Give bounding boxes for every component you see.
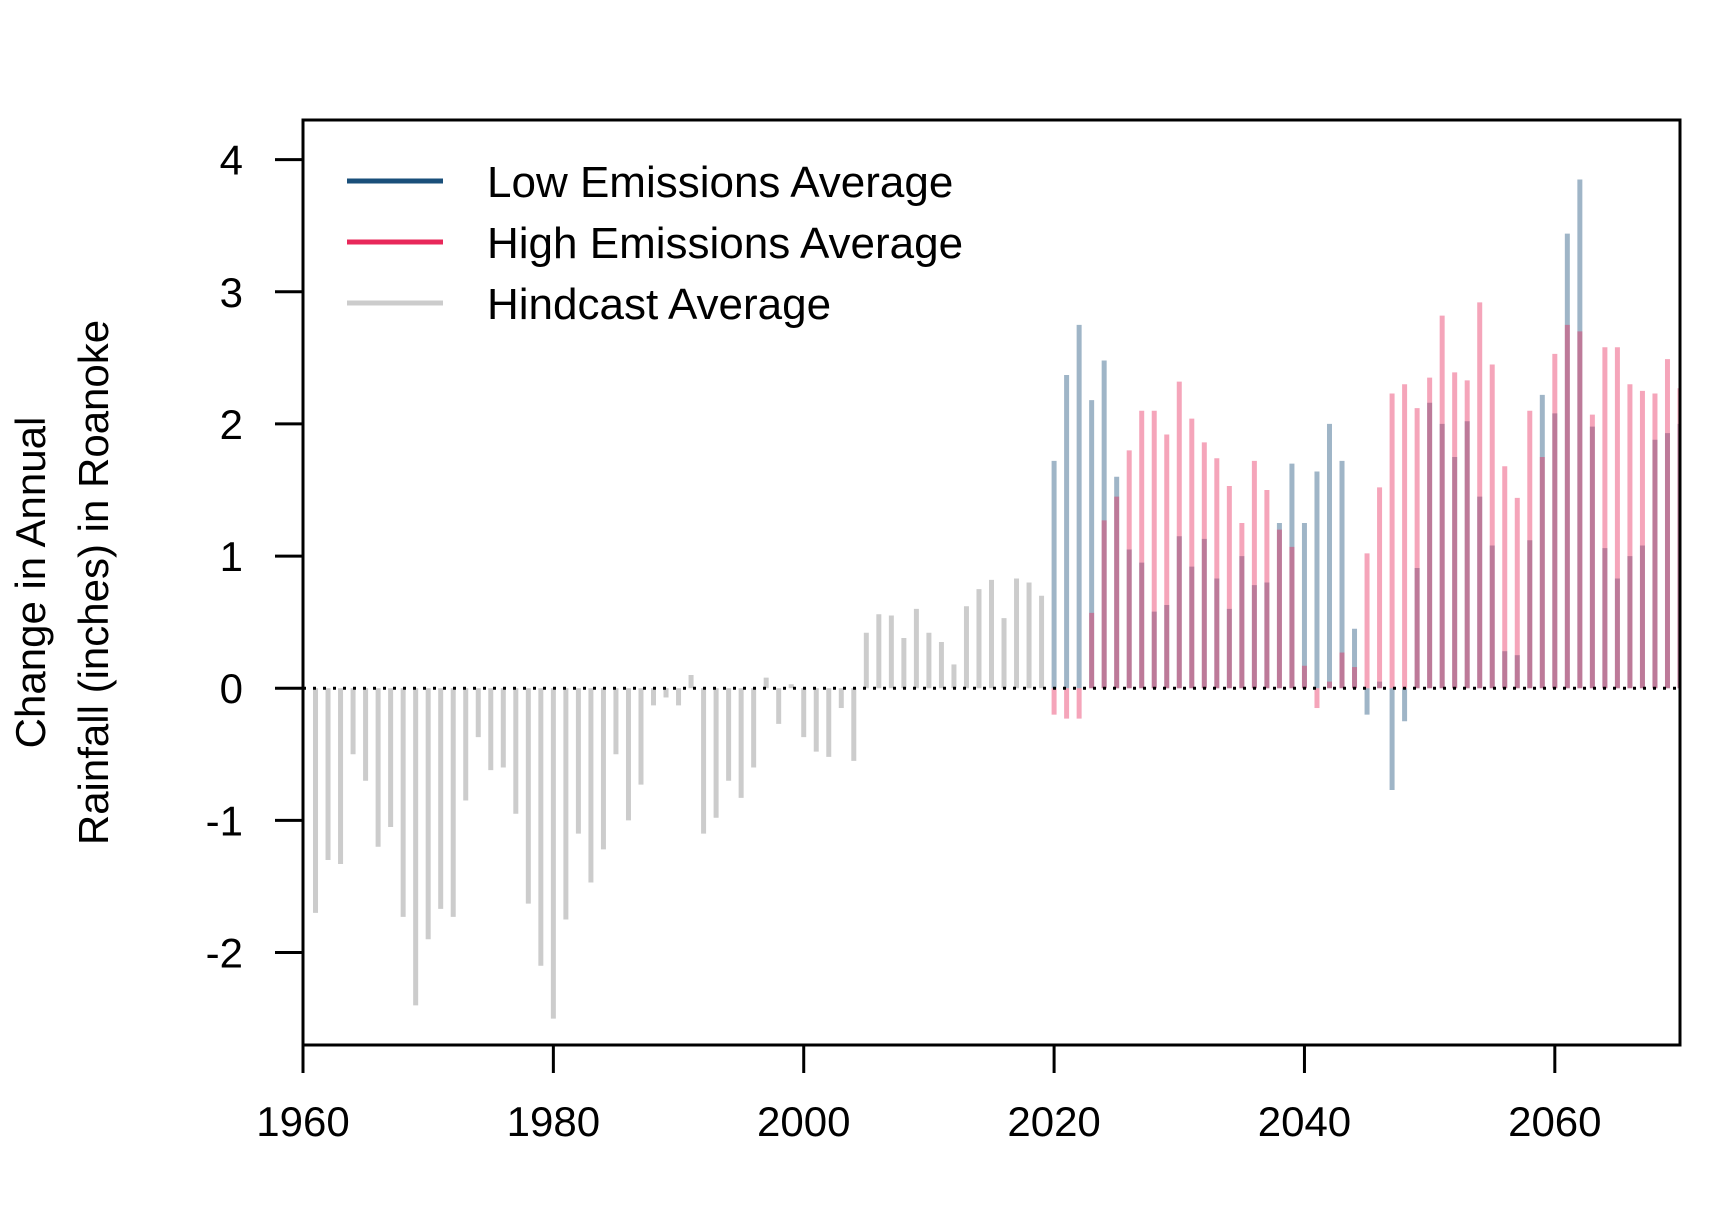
- legend-label: High Emissions Average: [487, 219, 963, 268]
- y-tick-label: 3: [220, 269, 243, 316]
- x-axis: 1960 1980 2000 2020 2040 2060: [256, 1045, 1602, 1145]
- plot-frame: [301, 118, 1682, 1047]
- y-tick-label: 1: [220, 533, 243, 580]
- hindcast-bars: [313, 578, 1045, 1019]
- x-tick-label: 1960: [256, 1098, 349, 1145]
- y-axis-label-line-2: Rainfall (inches) in Roanoke: [70, 320, 117, 845]
- x-tick-label: 1980: [507, 1098, 600, 1145]
- x-tick-label: 2060: [1508, 1098, 1601, 1145]
- y-tick-label: 0: [220, 665, 243, 712]
- y-tick-label: -2: [206, 930, 243, 977]
- x-tick-label: 2040: [1258, 1098, 1351, 1145]
- x-tick-label: 2020: [1007, 1098, 1100, 1145]
- y-tick-label: -1: [206, 797, 243, 844]
- x-tick-label: 2000: [757, 1098, 850, 1145]
- legend: Low Emissions Average High Emissions Aver…: [347, 158, 963, 329]
- y-axis-label-line-1: Change in Annual: [7, 417, 54, 749]
- projection-bars: [1051, 179, 1680, 790]
- y-tick-label: 4: [220, 137, 243, 184]
- y-axis: -2 -1 0 1 2 3 4: [206, 137, 303, 977]
- legend-label: Hindcast Average: [487, 280, 831, 329]
- y-tick-label: 2: [220, 401, 243, 448]
- legend-label: Low Emissions Average: [487, 158, 953, 207]
